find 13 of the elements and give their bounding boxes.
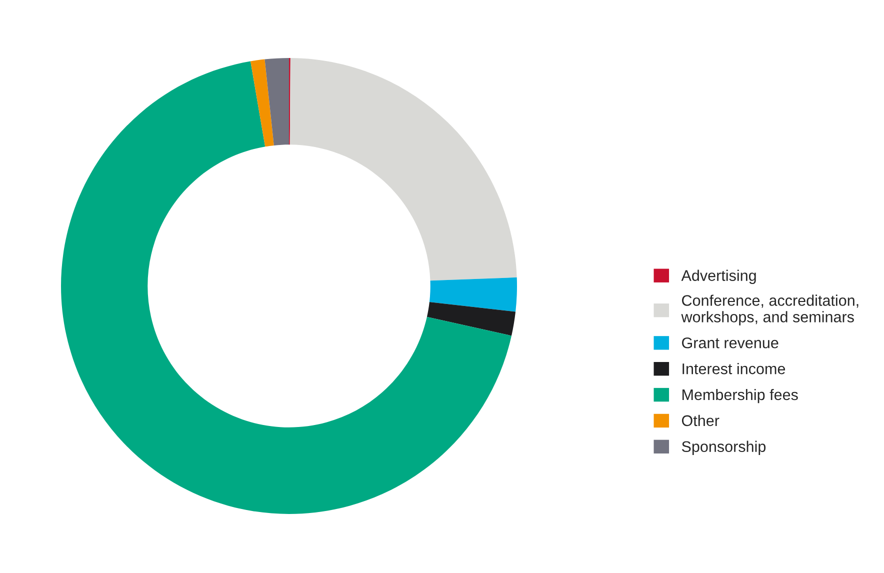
donut-slice (264, 58, 289, 146)
legend-label: Sponsorship (682, 440, 766, 456)
donut-slice (429, 277, 517, 312)
legend-label: Advertising (681, 270, 756, 284)
legend-label: Conference, accreditation, workshops, and seminars (681, 294, 858, 326)
donut-slice (250, 59, 274, 147)
legend-label: Interest income (682, 363, 786, 374)
legend-label: Grant revenue (682, 337, 778, 348)
donut-slice (61, 61, 512, 514)
donut-slice (426, 302, 516, 336)
legend-label: Membership fees (682, 388, 798, 404)
donut-slice (290, 58, 517, 281)
legend-label: Other (682, 414, 720, 426)
